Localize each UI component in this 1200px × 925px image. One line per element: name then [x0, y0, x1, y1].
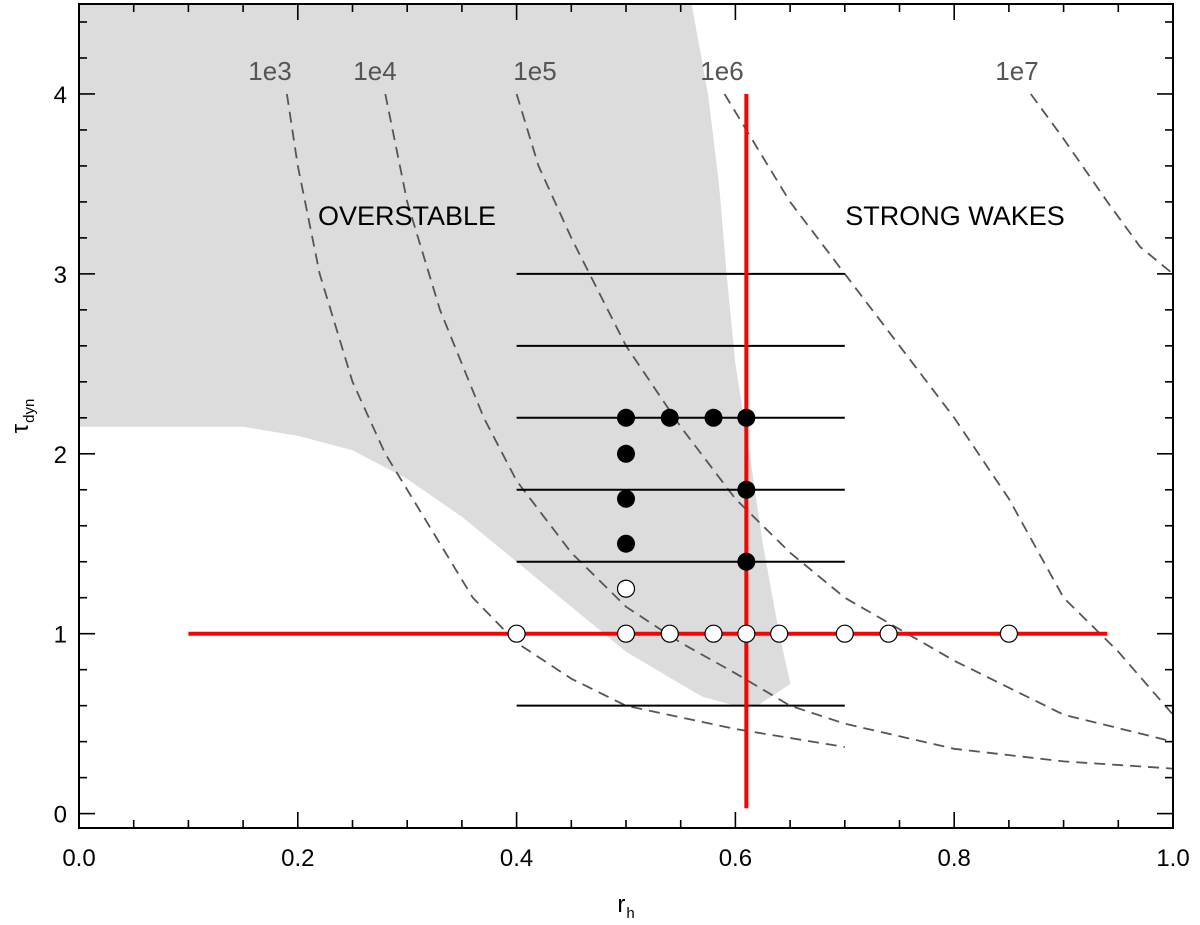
y-tick-label: 1 — [54, 622, 67, 649]
x-axis-title-sub: h — [626, 905, 634, 922]
point-filled-5 — [617, 489, 635, 508]
contour-label-1e4: 1e4 — [353, 56, 396, 86]
point-open-9 — [999, 624, 1019, 643]
point-filled-4 — [617, 444, 635, 463]
y-tick-label: 0 — [54, 802, 67, 829]
point-open-5 — [737, 624, 756, 643]
y-axis-title-sub: dyn — [21, 399, 38, 423]
point-filled-2 — [704, 408, 723, 427]
point-filled-7 — [737, 480, 756, 499]
point-open-7 — [835, 624, 854, 643]
ticks-layer: 0.0 0.2 0.4 0.6 0.8 1.0 0 1 2 3 4 — [54, 4, 1190, 872]
y-tick-label: 4 — [54, 82, 67, 109]
point-filled-3 — [737, 408, 756, 427]
red-lines-layer — [188, 93, 1108, 809]
contour-1e4 — [384, 93, 1173, 770]
point-open-4 — [704, 624, 723, 643]
x-axis-title-main: r — [617, 891, 625, 918]
y-tick-label: 3 — [54, 262, 67, 289]
point-filled-6 — [617, 534, 635, 553]
horizontal-lines-layer — [516, 272, 845, 707]
y-tick-label: 2 — [54, 442, 67, 469]
contour-label-1e5: 1e5 — [513, 56, 556, 86]
contour-1e6 — [723, 93, 1173, 716]
contour-label-1e7: 1e7 — [995, 56, 1038, 86]
point-open-0 — [616, 579, 636, 598]
point-filled-8 — [737, 552, 756, 571]
x-axis-title: rh — [617, 891, 634, 922]
point-open-6 — [770, 624, 789, 643]
x-tick-label: 0.0 — [62, 845, 95, 872]
contour-1e7 — [1030, 93, 1173, 275]
x-tick-label: 0.4 — [500, 845, 533, 872]
contour-label-1e6: 1e6 — [700, 56, 743, 86]
x-tick-label: 1.0 — [1156, 845, 1189, 872]
overstable-region — [79, 4, 791, 706]
strong-wakes-label: STRONG WAKES — [845, 201, 1065, 231]
x-tick-label: 0.6 — [719, 845, 752, 872]
x-tick-label: 0.2 — [281, 845, 314, 872]
point-open-8 — [879, 624, 898, 643]
overstable-label: OVERSTABLE — [318, 201, 496, 231]
y-axis-title: τdyn — [7, 399, 38, 434]
x-tick-label: 0.8 — [938, 845, 971, 872]
y-axis-title-main: τ — [7, 423, 34, 433]
point-open-1 — [507, 624, 526, 643]
point-filled-1 — [660, 408, 679, 427]
point-open-3 — [660, 624, 679, 643]
contour-label-1e3: 1e3 — [248, 56, 291, 86]
overstable-region-layer — [79, 4, 791, 706]
y-axis-title-group: τdyn — [7, 399, 38, 434]
contour-1e5 — [515, 93, 1173, 743]
points-layer — [507, 408, 1019, 643]
point-filled-0 — [617, 408, 635, 427]
point-open-2 — [616, 624, 636, 643]
contour-layer — [286, 93, 1173, 770]
contour-1e3 — [286, 93, 845, 748]
